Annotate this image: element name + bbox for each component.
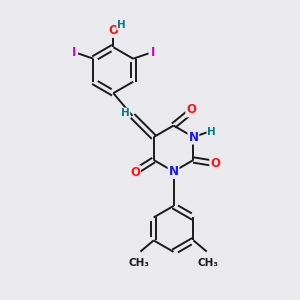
Text: H: H	[121, 109, 130, 118]
Text: H: H	[207, 127, 216, 137]
Text: O: O	[210, 157, 220, 170]
Text: N: N	[169, 165, 178, 178]
Text: H: H	[117, 20, 126, 30]
Text: I: I	[151, 46, 155, 59]
Text: O: O	[130, 166, 140, 179]
Text: CH₃: CH₃	[198, 258, 219, 268]
Text: CH₃: CH₃	[128, 258, 149, 268]
Text: O: O	[186, 103, 196, 116]
Text: I: I	[72, 46, 76, 59]
Text: O: O	[108, 24, 118, 37]
Text: N: N	[188, 130, 198, 143]
